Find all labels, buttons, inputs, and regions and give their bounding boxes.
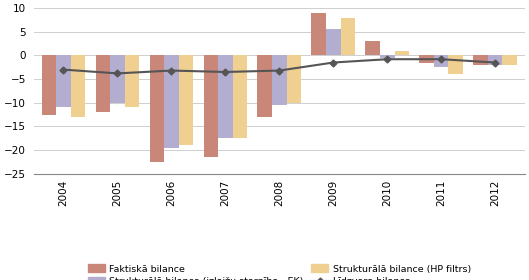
Bar [272, 55, 287, 105]
Bar [434, 55, 449, 67]
Bar [42, 55, 56, 115]
Bar [125, 55, 139, 108]
Bar [503, 55, 517, 65]
Bar [96, 55, 110, 112]
Bar [258, 55, 272, 117]
Bar [150, 55, 164, 162]
Bar [218, 55, 233, 138]
Bar [204, 55, 218, 157]
Bar [110, 55, 125, 103]
Bar [179, 55, 193, 145]
Bar [395, 51, 409, 55]
Bar [488, 55, 503, 65]
Bar [380, 55, 395, 58]
Bar [341, 18, 355, 55]
Bar [164, 55, 179, 148]
Bar [419, 55, 434, 62]
Bar [287, 55, 301, 103]
Bar [473, 55, 488, 65]
Bar [326, 29, 341, 55]
Bar [56, 55, 71, 108]
Legend: Faktiskā bilance, Strukturālā bilance (izlaižu starpība - EK), Strukturālā bilan: Faktiskā bilance, Strukturālā bilance (i… [87, 264, 471, 280]
Bar [366, 41, 380, 55]
Bar [312, 13, 326, 55]
Bar [233, 55, 247, 138]
Bar [449, 55, 463, 74]
Bar [71, 55, 85, 117]
